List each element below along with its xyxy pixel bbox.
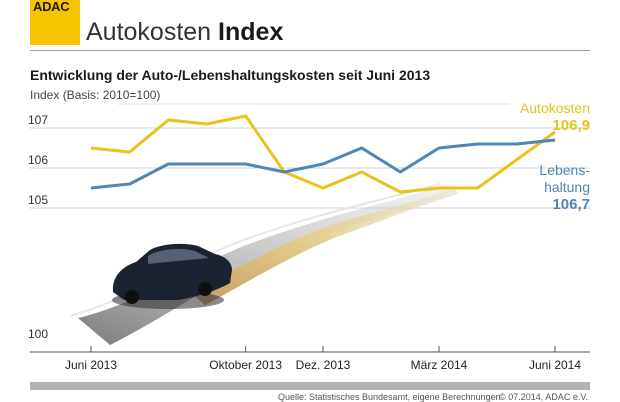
legend-lebenshaltung-name-2: haltung [544,179,590,195]
brand-title: Autokosten Index [86,18,283,47]
car-wheel-rear [125,290,139,304]
legend-autokosten: Autokosten 106,9 [520,100,590,134]
source-note: Quelle: Statistisches Bundesamt, eigene … [278,392,501,402]
y-tick-label: 106 [28,153,49,167]
legend-autokosten-value: 106,9 [552,117,590,134]
x-tick-label: Juni 2014 [528,358,582,372]
legend-lebenshaltung-value: 106,7 [552,196,590,213]
money-band [190,188,458,305]
car-wheel-front [198,282,212,296]
x-tick-label: Juni 2013 [64,358,118,372]
series-line-lebenshaltung [90,138,556,190]
y-tick-label: 100 [28,327,49,341]
x-tick-label: März 2014 [410,358,468,372]
legend-lebenshaltung-name-1: Lebens- [539,162,590,178]
y-tick-label: 105 [28,193,49,207]
chart-subtitle: Index (Basis: 2010=100) [30,88,161,102]
copyright-note: © 07.2014, ADAC e.V. [499,392,588,402]
car-window [148,248,209,264]
brand-title-bold: Index [218,18,284,46]
series-lines [90,114,556,194]
legend-autokosten-name: Autokosten [519,100,590,116]
header-rule [30,50,590,51]
footer-bar [30,382,590,390]
adac-logo: ADAC [30,0,80,45]
brand-title-light: Autokosten [86,18,212,46]
car-icon [112,243,232,309]
axes [30,346,590,353]
series-line-autokosten [90,114,556,194]
y-tick-label: 107 [28,113,49,127]
logo-text: ADAC [33,0,70,14]
x-tick-label: Dez. 2013 [295,358,351,372]
legend-lebenshaltung: Lebens- haltung 106,7 [539,162,590,213]
x-tick-label: Oktober 2013 [209,358,283,372]
chart-title: Entwicklung der Auto-/Lebenshaltungskost… [30,67,431,83]
grid-lines [30,103,590,209]
